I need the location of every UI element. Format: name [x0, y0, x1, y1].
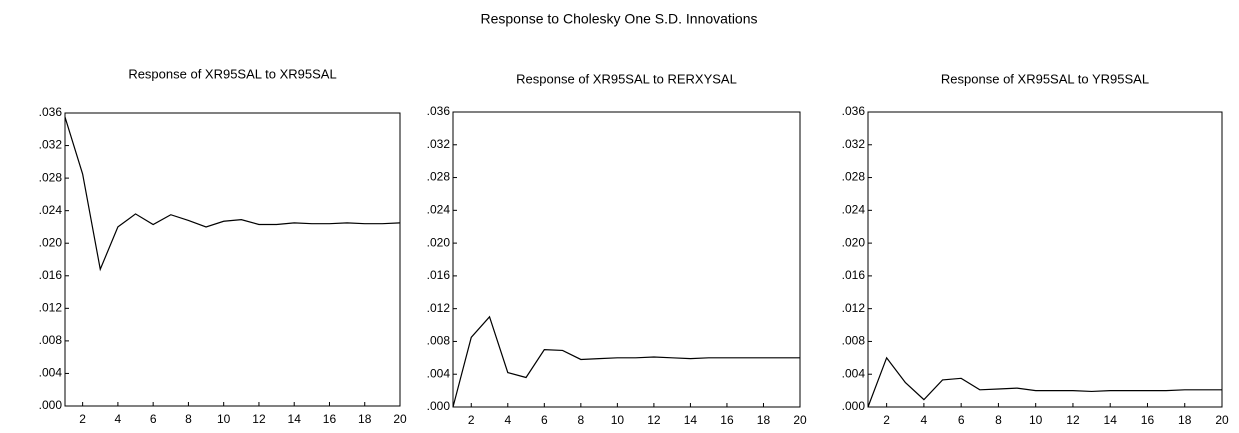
x-tick-label: 2 — [468, 413, 475, 427]
y-tick-label: .036 — [842, 104, 866, 118]
x-tick-label: 14 — [288, 412, 302, 426]
y-tick-label: .008 — [39, 333, 63, 347]
x-tick-label: 2 — [883, 413, 890, 427]
plot-frame — [867, 111, 1223, 408]
x-tick-label: 16 — [323, 412, 337, 426]
y-tick-label: .004 — [39, 366, 63, 380]
x-tick-label: 20 — [393, 412, 407, 426]
x-tick-label: 18 — [1178, 413, 1192, 427]
y-tick-label: .016 — [39, 268, 63, 282]
x-tick-label: 10 — [1029, 413, 1043, 427]
y-tick-label: .008 — [427, 334, 451, 348]
y-tick-label: .012 — [39, 301, 63, 315]
panel-title: Response of XR95SAL to YR95SAL — [941, 71, 1149, 86]
response-line — [452, 315, 800, 408]
y-tick-label: .012 — [842, 301, 866, 315]
y-tick-label: .024 — [39, 203, 63, 217]
x-tick-label: 10 — [217, 412, 231, 426]
y-tick-label: .012 — [427, 301, 451, 315]
y-tick-label: .028 — [427, 170, 451, 184]
y-tick-label: .000 — [39, 398, 63, 412]
y-tick-label: .008 — [842, 334, 866, 348]
y-tick-label: .004 — [427, 366, 451, 380]
y-tick-label: .004 — [842, 366, 866, 380]
x-tick-label: 12 — [647, 413, 661, 427]
y-tick-label: .024 — [842, 203, 866, 217]
x-tick-label: 8 — [185, 412, 192, 426]
y-tick-label: .036 — [39, 105, 63, 119]
x-tick-label: 4 — [504, 413, 511, 427]
x-tick-label: 4 — [115, 412, 122, 426]
panel: Response of XR95SAL to XR95SAL .000 .004 .0… — [39, 66, 407, 426]
panel: Response of XR95SAL to YR95SAL .000 .004 .0… — [842, 71, 1229, 427]
y-tick-label: .032 — [427, 137, 451, 151]
x-tick-label: 18 — [757, 413, 771, 427]
panel: Response of XR95SAL to RERXYSAL .000 .004.… — [427, 71, 807, 427]
x-tick-label: 6 — [541, 413, 548, 427]
x-tick-label: 20 — [793, 413, 807, 427]
y-tick-label: .000 — [427, 399, 451, 413]
x-tick-label: 12 — [252, 412, 266, 426]
x-tick-label: 20 — [1215, 413, 1229, 427]
x-tick-label: 18 — [358, 412, 372, 426]
y-tick-label: .032 — [842, 137, 866, 151]
x-tick-label: 16 — [1141, 413, 1155, 427]
y-tick-label: .016 — [427, 268, 451, 282]
plot-frame — [64, 112, 401, 407]
x-tick-label: 14 — [1104, 413, 1118, 427]
x-tick-label: 6 — [150, 412, 157, 426]
x-tick-label: 10 — [611, 413, 625, 427]
x-tick-label: 6 — [958, 413, 965, 427]
y-tick-label: .036 — [427, 104, 451, 118]
y-tick-label: .020 — [427, 235, 451, 249]
y-tick-label: .028 — [842, 170, 866, 184]
y-tick-label: .020 — [39, 235, 63, 249]
response-line — [867, 356, 1222, 408]
x-tick-label: 14 — [684, 413, 698, 427]
y-tick-label: .020 — [842, 235, 866, 249]
figure-title: Response to Cholesky One S.D. Innovation… — [480, 11, 757, 27]
y-tick-label: .028 — [39, 170, 63, 184]
x-tick-label: 16 — [720, 413, 734, 427]
plot-frame — [452, 111, 801, 408]
response-line — [64, 116, 401, 272]
panel-title: Response of XR95SAL to RERXYSAL — [516, 71, 737, 86]
x-tick-label: 8 — [995, 413, 1002, 427]
y-tick-label: .000 — [842, 399, 866, 413]
x-tick-label: 2 — [79, 412, 86, 426]
y-tick-label: .032 — [39, 138, 63, 152]
y-tick-label: .024 — [427, 203, 451, 217]
x-tick-label: 8 — [577, 413, 584, 427]
panel-title: Response of XR95SAL to XR95SAL — [128, 66, 336, 81]
y-tick-label: .016 — [842, 268, 866, 282]
x-tick-label: 4 — [921, 413, 928, 427]
x-tick-label: 12 — [1066, 413, 1080, 427]
